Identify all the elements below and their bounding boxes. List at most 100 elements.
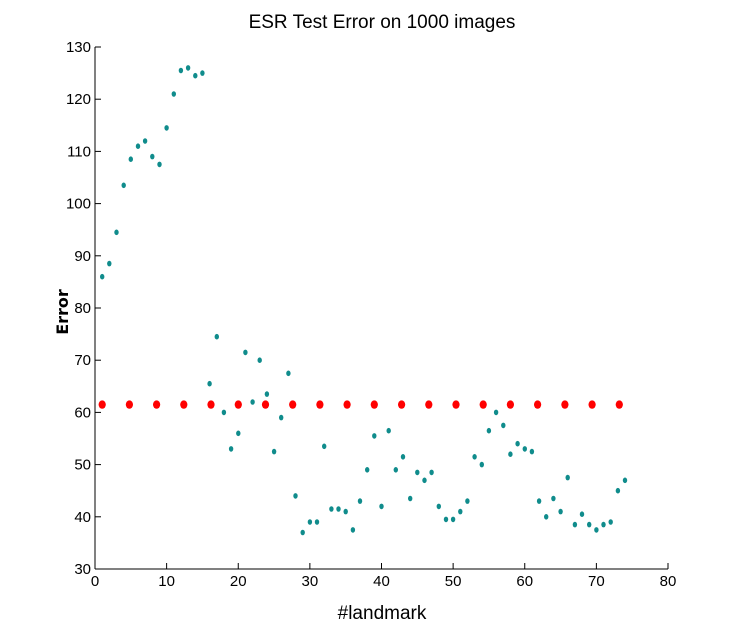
x-axis-label: #landmark <box>338 603 427 624</box>
landmark-error-point <box>100 273 105 280</box>
landmark-error-point <box>458 508 463 515</box>
mean-error-point <box>479 400 487 409</box>
mean-error-point <box>125 400 133 409</box>
x-tick-label: 0 <box>91 573 99 590</box>
landmark-error-point <box>357 498 363 504</box>
mean-error-point <box>180 400 188 409</box>
landmark-error-point <box>422 477 427 484</box>
landmark-error-point <box>157 161 162 168</box>
landmark-error-point <box>236 430 241 437</box>
landmark-error-point <box>114 229 119 236</box>
landmark-error-point <box>608 519 613 525</box>
landmark-error-point <box>207 380 212 387</box>
y-tick-label: 70 <box>74 352 91 369</box>
landmark-error-point <box>565 474 570 481</box>
landmark-error-point <box>228 446 234 452</box>
landmark-error-point <box>343 508 348 515</box>
landmark-error-point <box>336 506 341 512</box>
x-tick-label: 20 <box>230 573 247 590</box>
landmark-error-point <box>350 527 356 533</box>
landmark-error-point <box>529 448 535 455</box>
x-tick-label: 30 <box>302 573 319 590</box>
landmark-error-point <box>372 433 377 439</box>
x-tick-label: 10 <box>158 573 175 590</box>
x-tick-label: 70 <box>588 573 605 590</box>
landmark-error-point <box>271 448 277 455</box>
landmark-error-point <box>622 477 628 484</box>
chart-title: ESR Test Error on 1000 images <box>249 12 516 33</box>
landmark-error-point <box>135 143 141 149</box>
axis-ticks <box>94 46 669 570</box>
landmark-error-point <box>493 409 499 416</box>
mean-error-point <box>98 400 106 409</box>
landmark-error-point <box>200 70 205 76</box>
landmark-error-point <box>185 65 191 71</box>
landmark-error-point <box>365 467 370 473</box>
landmark-error-point <box>150 153 155 160</box>
mean-error-point <box>506 400 514 409</box>
landmark-error-point <box>415 469 420 476</box>
landmark-error-point <box>107 260 112 267</box>
landmark-error-point <box>314 519 320 525</box>
y-tick-label: 110 <box>67 143 91 160</box>
y-tick-label: 130 <box>66 39 91 56</box>
landmark-error-point <box>178 67 184 74</box>
y-tick-label: 30 <box>74 561 91 578</box>
mean-error-point <box>343 400 351 409</box>
mean-error-point <box>207 400 215 409</box>
mean-error-point <box>370 400 378 409</box>
landmark-error-point <box>544 514 549 520</box>
landmark-error-point <box>551 495 556 502</box>
landmark-error-point <box>479 461 484 468</box>
mean-error-point <box>153 400 161 409</box>
landmark-error-point <box>279 414 284 421</box>
landmark-error-point <box>429 469 434 476</box>
y-tick-label: 50 <box>74 457 91 474</box>
landmark-error-point <box>536 498 542 504</box>
x-tick-label: 80 <box>660 573 677 590</box>
y-tick-label: 80 <box>74 300 91 317</box>
landmark-error-point <box>393 467 398 473</box>
landmark-error-point <box>221 409 227 416</box>
landmark-error-point <box>486 427 492 434</box>
landmark-error-point <box>572 521 578 528</box>
y-axis-label: Error <box>53 289 72 335</box>
landmark-error-point <box>293 493 298 499</box>
axis-tick-labels: 0 10 20 30 40 50 60 70 80 30 40 50 60 70 80 90 100 110 120… <box>66 39 676 590</box>
landmark-error-point <box>329 506 334 512</box>
landmark-error-point <box>587 521 592 528</box>
landmark-error-point <box>508 451 513 458</box>
landmark-error-point <box>193 72 198 79</box>
landmark-error-point <box>601 521 606 528</box>
y-tick-label: 120 <box>66 91 91 108</box>
mean-error-point <box>398 400 406 409</box>
landmark-error-point <box>243 349 248 356</box>
mean-error-point <box>316 400 324 409</box>
landmark-error-point <box>443 516 449 523</box>
x-tick-label: 60 <box>516 573 533 590</box>
landmark-error-point <box>408 495 413 502</box>
y-tick-label: 60 <box>74 404 91 421</box>
mean-error-point <box>615 400 623 409</box>
landmark-error-point <box>322 443 327 450</box>
data-points <box>98 65 628 536</box>
landmark-error-point <box>121 182 126 189</box>
landmark-error-point <box>386 427 391 434</box>
landmark-error-point <box>379 503 384 510</box>
landmark-error-point <box>594 527 599 533</box>
landmark-error-point <box>214 333 219 340</box>
landmark-error-point <box>257 357 262 364</box>
mean-error-point <box>452 400 460 409</box>
mean-error-point <box>534 400 542 409</box>
landmark-error-point <box>465 498 470 504</box>
y-tick-label: 100 <box>66 196 91 213</box>
landmark-error-point <box>142 138 148 144</box>
landmark-error-point <box>436 503 441 510</box>
mean-error-point <box>261 400 270 409</box>
landmark-error-point <box>501 422 506 429</box>
landmark-error-point <box>171 91 176 97</box>
landmark-error-point <box>579 511 585 517</box>
landmark-error-point <box>615 487 621 494</box>
landmark-error-point <box>472 454 477 460</box>
